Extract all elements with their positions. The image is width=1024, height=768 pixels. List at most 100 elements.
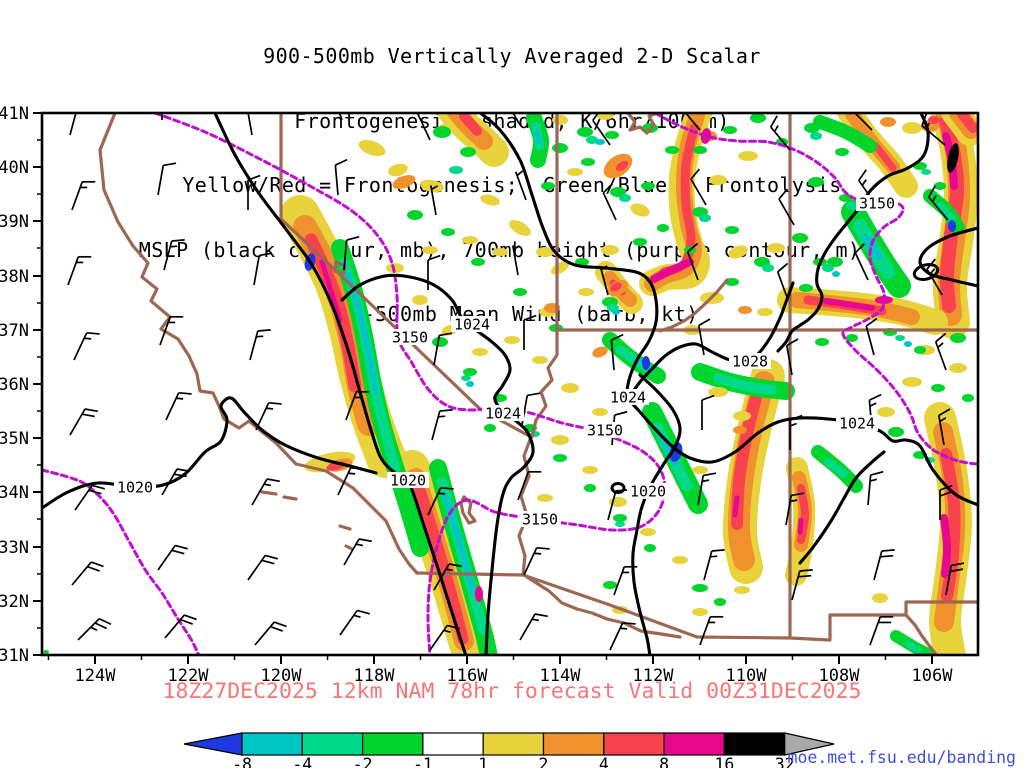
wind-barb — [343, 235, 360, 271]
colorbar-tick-label: 16 — [714, 755, 734, 768]
wind-barb — [686, 242, 699, 281]
colorbar-segment — [723, 732, 786, 756]
colorbar-tick-label: 32 — [775, 755, 795, 768]
wind-barb — [865, 317, 878, 356]
wind-barb — [251, 478, 280, 506]
wind-barb — [337, 466, 364, 496]
y-tick-label: 32N — [0, 592, 29, 612]
x-tick-label: 120W — [261, 666, 303, 686]
contour-label: 1024 — [451, 316, 493, 334]
wind-barb — [927, 185, 949, 221]
wind-barb — [511, 245, 520, 276]
wind-barb — [161, 468, 190, 496]
colorbar-segment — [542, 732, 605, 756]
wind-barb — [253, 252, 273, 286]
wind-barb — [607, 489, 629, 521]
wind-barb — [254, 621, 287, 646]
y-tick-label: 34N — [0, 483, 29, 503]
colorbar-segment — [422, 732, 484, 756]
wind-barb — [523, 314, 537, 350]
wind-barb — [427, 486, 454, 516]
y-tick-label: 35N — [0, 429, 29, 449]
colorbar-tick-label: 8 — [659, 755, 669, 768]
wind-barb — [163, 239, 185, 271]
wind-barb — [433, 563, 462, 591]
wind-barb — [921, 113, 946, 146]
wind-barb — [247, 113, 253, 136]
wind-barb — [602, 183, 617, 221]
wind-barb — [873, 549, 895, 581]
geography-layer — [98, 113, 978, 655]
wind-barb — [599, 265, 609, 296]
x-tick-label: 110W — [726, 666, 768, 686]
wind-barb — [433, 332, 453, 366]
wind-barb — [165, 391, 192, 421]
contour-label: 3150 — [584, 422, 626, 440]
wind-barb — [249, 329, 271, 361]
svg-text:1024: 1024 — [454, 316, 490, 334]
colorbar-segment — [663, 732, 725, 756]
wind-barb — [690, 168, 707, 206]
y-tick-label: 31N — [0, 646, 29, 666]
wind-barb — [161, 113, 163, 120]
wind-barb — [703, 549, 725, 581]
colorbar-segment — [362, 732, 424, 756]
wind-barb — [701, 394, 715, 430]
wind-barb — [334, 158, 348, 196]
y-tick-label: 41N — [0, 104, 29, 124]
colorbar-tick-label: -4 — [292, 755, 312, 768]
svg-text:1020: 1020 — [117, 479, 153, 497]
contour-label: 1020 — [114, 479, 156, 497]
wind-barb — [247, 554, 278, 581]
wind-barb — [338, 113, 343, 121]
contour-label: 1024 — [607, 389, 649, 407]
wind-barb — [778, 188, 795, 226]
wind-barb — [699, 615, 724, 646]
wind-barb — [926, 258, 943, 296]
y-tick-label: 39N — [0, 212, 29, 232]
wind-barb — [345, 390, 370, 421]
plot-area: 1020 1020 1020 1024 1024 1024 1024 1028 3150 3150… — [42, 113, 978, 655]
wind-barb — [159, 315, 184, 346]
mslp-contours-layer — [42, 113, 978, 655]
wind-barb — [934, 332, 947, 371]
svg-text:1020: 1020 — [630, 483, 666, 501]
wind-barb — [71, 180, 96, 211]
wind-barb — [853, 113, 873, 131]
wind-barb — [157, 162, 177, 196]
colorbar-segment — [241, 732, 303, 756]
wind-barb — [157, 544, 188, 571]
colorbar-segment — [482, 732, 545, 756]
svg-text:3150: 3150 — [392, 329, 428, 347]
wind-barb — [791, 569, 813, 601]
wind-barb — [592, 113, 611, 146]
y-tick-label: 33N — [0, 538, 29, 558]
svg-text:3150: 3150 — [859, 195, 895, 213]
wind-barb — [339, 609, 370, 636]
wind-barb — [519, 613, 548, 641]
colorbar-tick-label: 4 — [599, 755, 609, 768]
wind-barb — [416, 113, 431, 141]
x-tick-label: 124W — [75, 666, 117, 686]
forecast-timestamp: 18Z27DEC2025 12km NAM 78hr forecast Vali… — [163, 679, 862, 704]
colorbar-tick-label: 1 — [478, 755, 488, 768]
svg-text:3150: 3150 — [587, 422, 623, 440]
site-link[interactable]: moe.met.fsu.edu/banding — [788, 748, 1016, 767]
wind-barb — [789, 414, 803, 450]
svg-text:1020: 1020 — [390, 472, 426, 490]
wind-barb — [610, 333, 624, 371]
colorbar-tick-label: 2 — [539, 755, 549, 768]
contour-label: 1028 — [729, 353, 771, 371]
wind-barb — [73, 331, 100, 361]
wind-barb — [937, 408, 951, 446]
wind-barb — [523, 546, 550, 576]
colorbar-segment — [603, 732, 665, 756]
wind-barb — [69, 408, 98, 436]
colorbar-tick-label: -1 — [413, 755, 433, 768]
wind-barb — [945, 562, 965, 596]
contour-label: 1020 — [627, 483, 669, 501]
wind-barb — [431, 409, 453, 441]
wind-barb — [776, 262, 789, 301]
contour-label: 3150 — [519, 511, 561, 529]
